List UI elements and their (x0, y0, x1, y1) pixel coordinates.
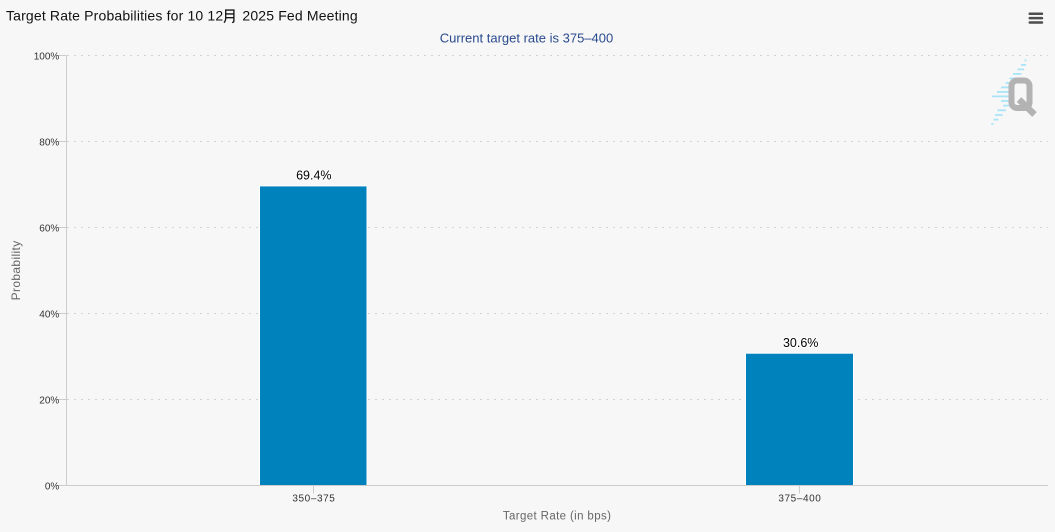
svg-text:350–375: 350–375 (292, 494, 335, 505)
svg-text:Target Rate (in bps): Target Rate (in bps) (503, 511, 611, 523)
svg-text:100%: 100% (34, 52, 60, 63)
svg-text:Probability: Probability (9, 240, 23, 300)
svg-text:40%: 40% (39, 310, 59, 321)
svg-text:69.4%: 69.4% (296, 169, 331, 183)
svg-text:Target Rate Probabilities for: Target Rate Probabilities for 10 12 (6, 8, 223, 24)
svg-text:20%: 20% (39, 396, 59, 407)
svg-text:0%: 0% (45, 482, 60, 493)
svg-text:30.6%: 30.6% (783, 336, 818, 350)
svg-text:80%: 80% (39, 138, 59, 149)
svg-text:60%: 60% (39, 224, 59, 235)
svg-text:Current target rate is 375–400: Current target rate is 375–400 (440, 30, 613, 45)
svg-text:2025 Fed Meeting: 2025 Fed Meeting (242, 8, 357, 24)
svg-text:375–400: 375–400 (778, 494, 821, 505)
